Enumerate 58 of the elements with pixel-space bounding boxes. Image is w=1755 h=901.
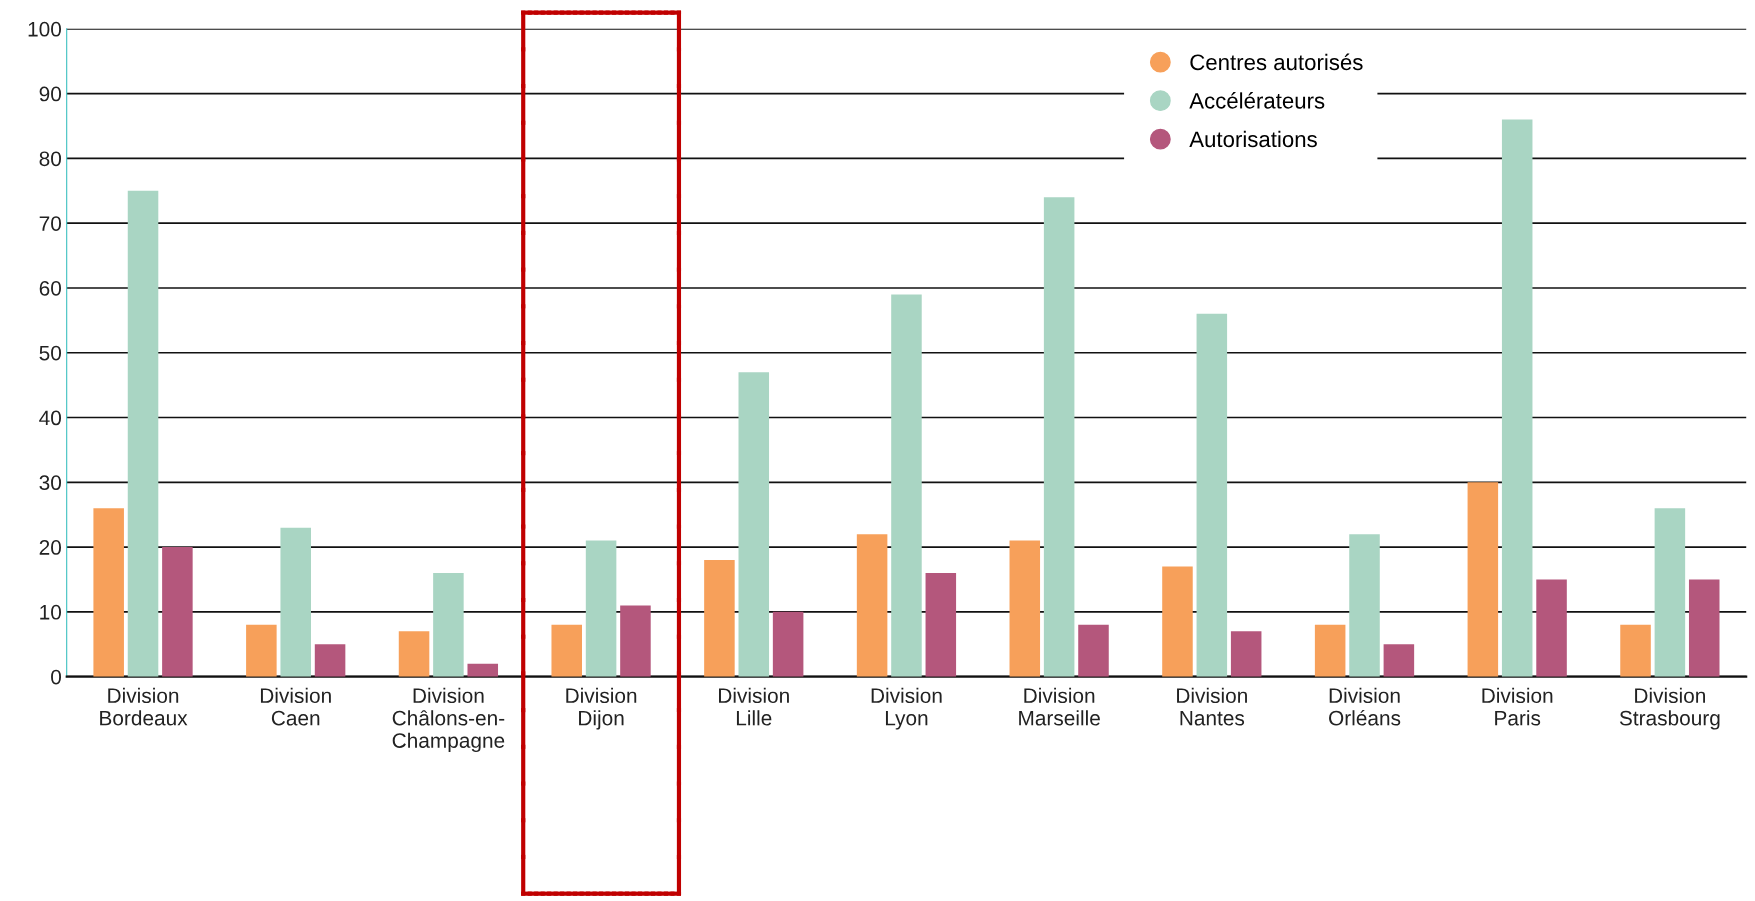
legend-label: Accélérateurs [1189,92,1325,109]
x-tick-label: Division Châlons-en- Champagne [392,687,505,753]
bar [1536,579,1567,677]
bar [1196,313,1228,677]
bar [585,540,617,677]
bar [1654,508,1686,677]
bar [772,611,804,677]
bar [1688,579,1720,677]
x-tick-label: Division Bordeaux [100,687,188,726]
x-tick-label: Division Lyon [871,687,942,730]
x-tick-label: Division Dijon [566,687,637,730]
x-tick-label: Division Strasbourg [1619,687,1720,730]
y-tick-label: 50 [39,345,62,361]
y-tick-label: 100 [28,21,62,37]
bar [738,372,770,677]
bar [162,547,193,677]
bar [1349,534,1380,677]
bar [280,527,311,677]
bar [1043,197,1075,677]
x-tick-label: Division Marseille [1019,687,1100,726]
x-tick-label: Division Nantes [1177,687,1247,726]
bar [551,624,582,677]
bar [314,644,346,677]
bar [856,534,888,677]
bar [1009,540,1041,677]
bar [620,605,651,677]
y-tick-label: 40 [39,410,62,426]
bar [467,663,499,677]
x-tick-label: Division Orléans [1329,687,1401,726]
x-tick-label: Division Paris [1482,687,1553,726]
bar [1467,482,1499,677]
y-tick-label: 60 [39,280,62,296]
bar [1314,624,1346,677]
y-tick-label: 80 [39,151,62,167]
legend-label: Centres autorisés [1190,53,1363,71]
bar [1501,119,1533,677]
legend-label: Autorisations [1189,130,1317,148]
y-tick-label: 70 [39,216,62,231]
bar [1078,624,1109,677]
bar [398,631,430,677]
x-tick-label: Division Caen [260,687,331,726]
y-tick-label: 0 [51,669,62,685]
bar [1383,644,1415,677]
bar [925,573,957,677]
bar [433,573,464,677]
bar [246,624,277,677]
y-tick-label: 30 [39,475,62,491]
y-tick-label: 10 [40,604,62,620]
bar [891,294,922,677]
bar [1162,566,1193,677]
y-tick-label: 20 [39,540,62,555]
x-tick-label: Division Lille [719,687,789,726]
bar [127,190,159,677]
bar [1620,624,1651,677]
bar [704,560,735,677]
bar [1230,631,1262,677]
bar [93,508,124,677]
y-tick-label: 90 [39,86,62,102]
